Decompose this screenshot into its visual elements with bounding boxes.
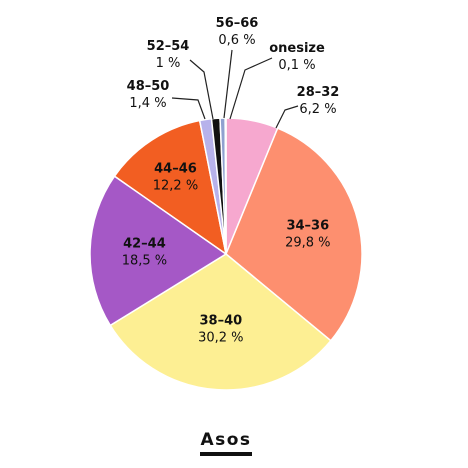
slice-label-42–44: 42–44 xyxy=(123,237,166,252)
slice-44–46 xyxy=(113,119,228,256)
slice-value-44–46: 12,2 % xyxy=(153,179,198,194)
slice-label-52–54: 52–54 xyxy=(147,39,190,54)
title-underline xyxy=(200,452,252,456)
slice-42–44 xyxy=(89,175,228,327)
leader-line-28–32 xyxy=(275,105,299,129)
leader-lines xyxy=(171,49,299,129)
slice-label-56–66: 56–66 xyxy=(216,16,259,31)
slice-label-38–40: 38–40 xyxy=(199,314,242,329)
slice-label-44–46: 44–46 xyxy=(154,162,197,177)
slice-label-28–32: 28–32 xyxy=(297,85,340,100)
slice-label-onesize: onesize xyxy=(269,41,325,56)
slice-value-56–66: 0,6 % xyxy=(218,33,255,48)
slice-34–36 xyxy=(225,127,363,342)
leader-line-56–66 xyxy=(223,49,233,119)
slice-value-52–54: 1 % xyxy=(156,56,181,71)
slice-value-38–40: 30,2 % xyxy=(198,331,243,346)
slice-value-48–50: 1,4 % xyxy=(129,96,166,111)
slice-value-28–32: 6,2 % xyxy=(299,102,336,117)
slice-label-48–50: 48–50 xyxy=(127,79,170,94)
leader-line-52–54 xyxy=(189,59,214,120)
slice-value-42–44: 18,5 % xyxy=(122,254,167,269)
chart-title: Asos xyxy=(200,430,251,450)
slice-label-34–36: 34–36 xyxy=(286,219,329,234)
slice-onesize xyxy=(224,117,227,255)
slice-labels: 28–32 6,2 % 34–36 29,8 % 38–40 30,2 % 42–44 18,… xyxy=(122,16,340,346)
slice-38–40 xyxy=(109,253,332,391)
slice-value-onesize: 0,1 % xyxy=(278,58,315,73)
leader-line-48–50 xyxy=(171,97,206,120)
slice-value-34–36: 29,8 % xyxy=(285,236,330,251)
pie-slices xyxy=(89,117,363,391)
leader-line-onesize xyxy=(229,57,273,120)
